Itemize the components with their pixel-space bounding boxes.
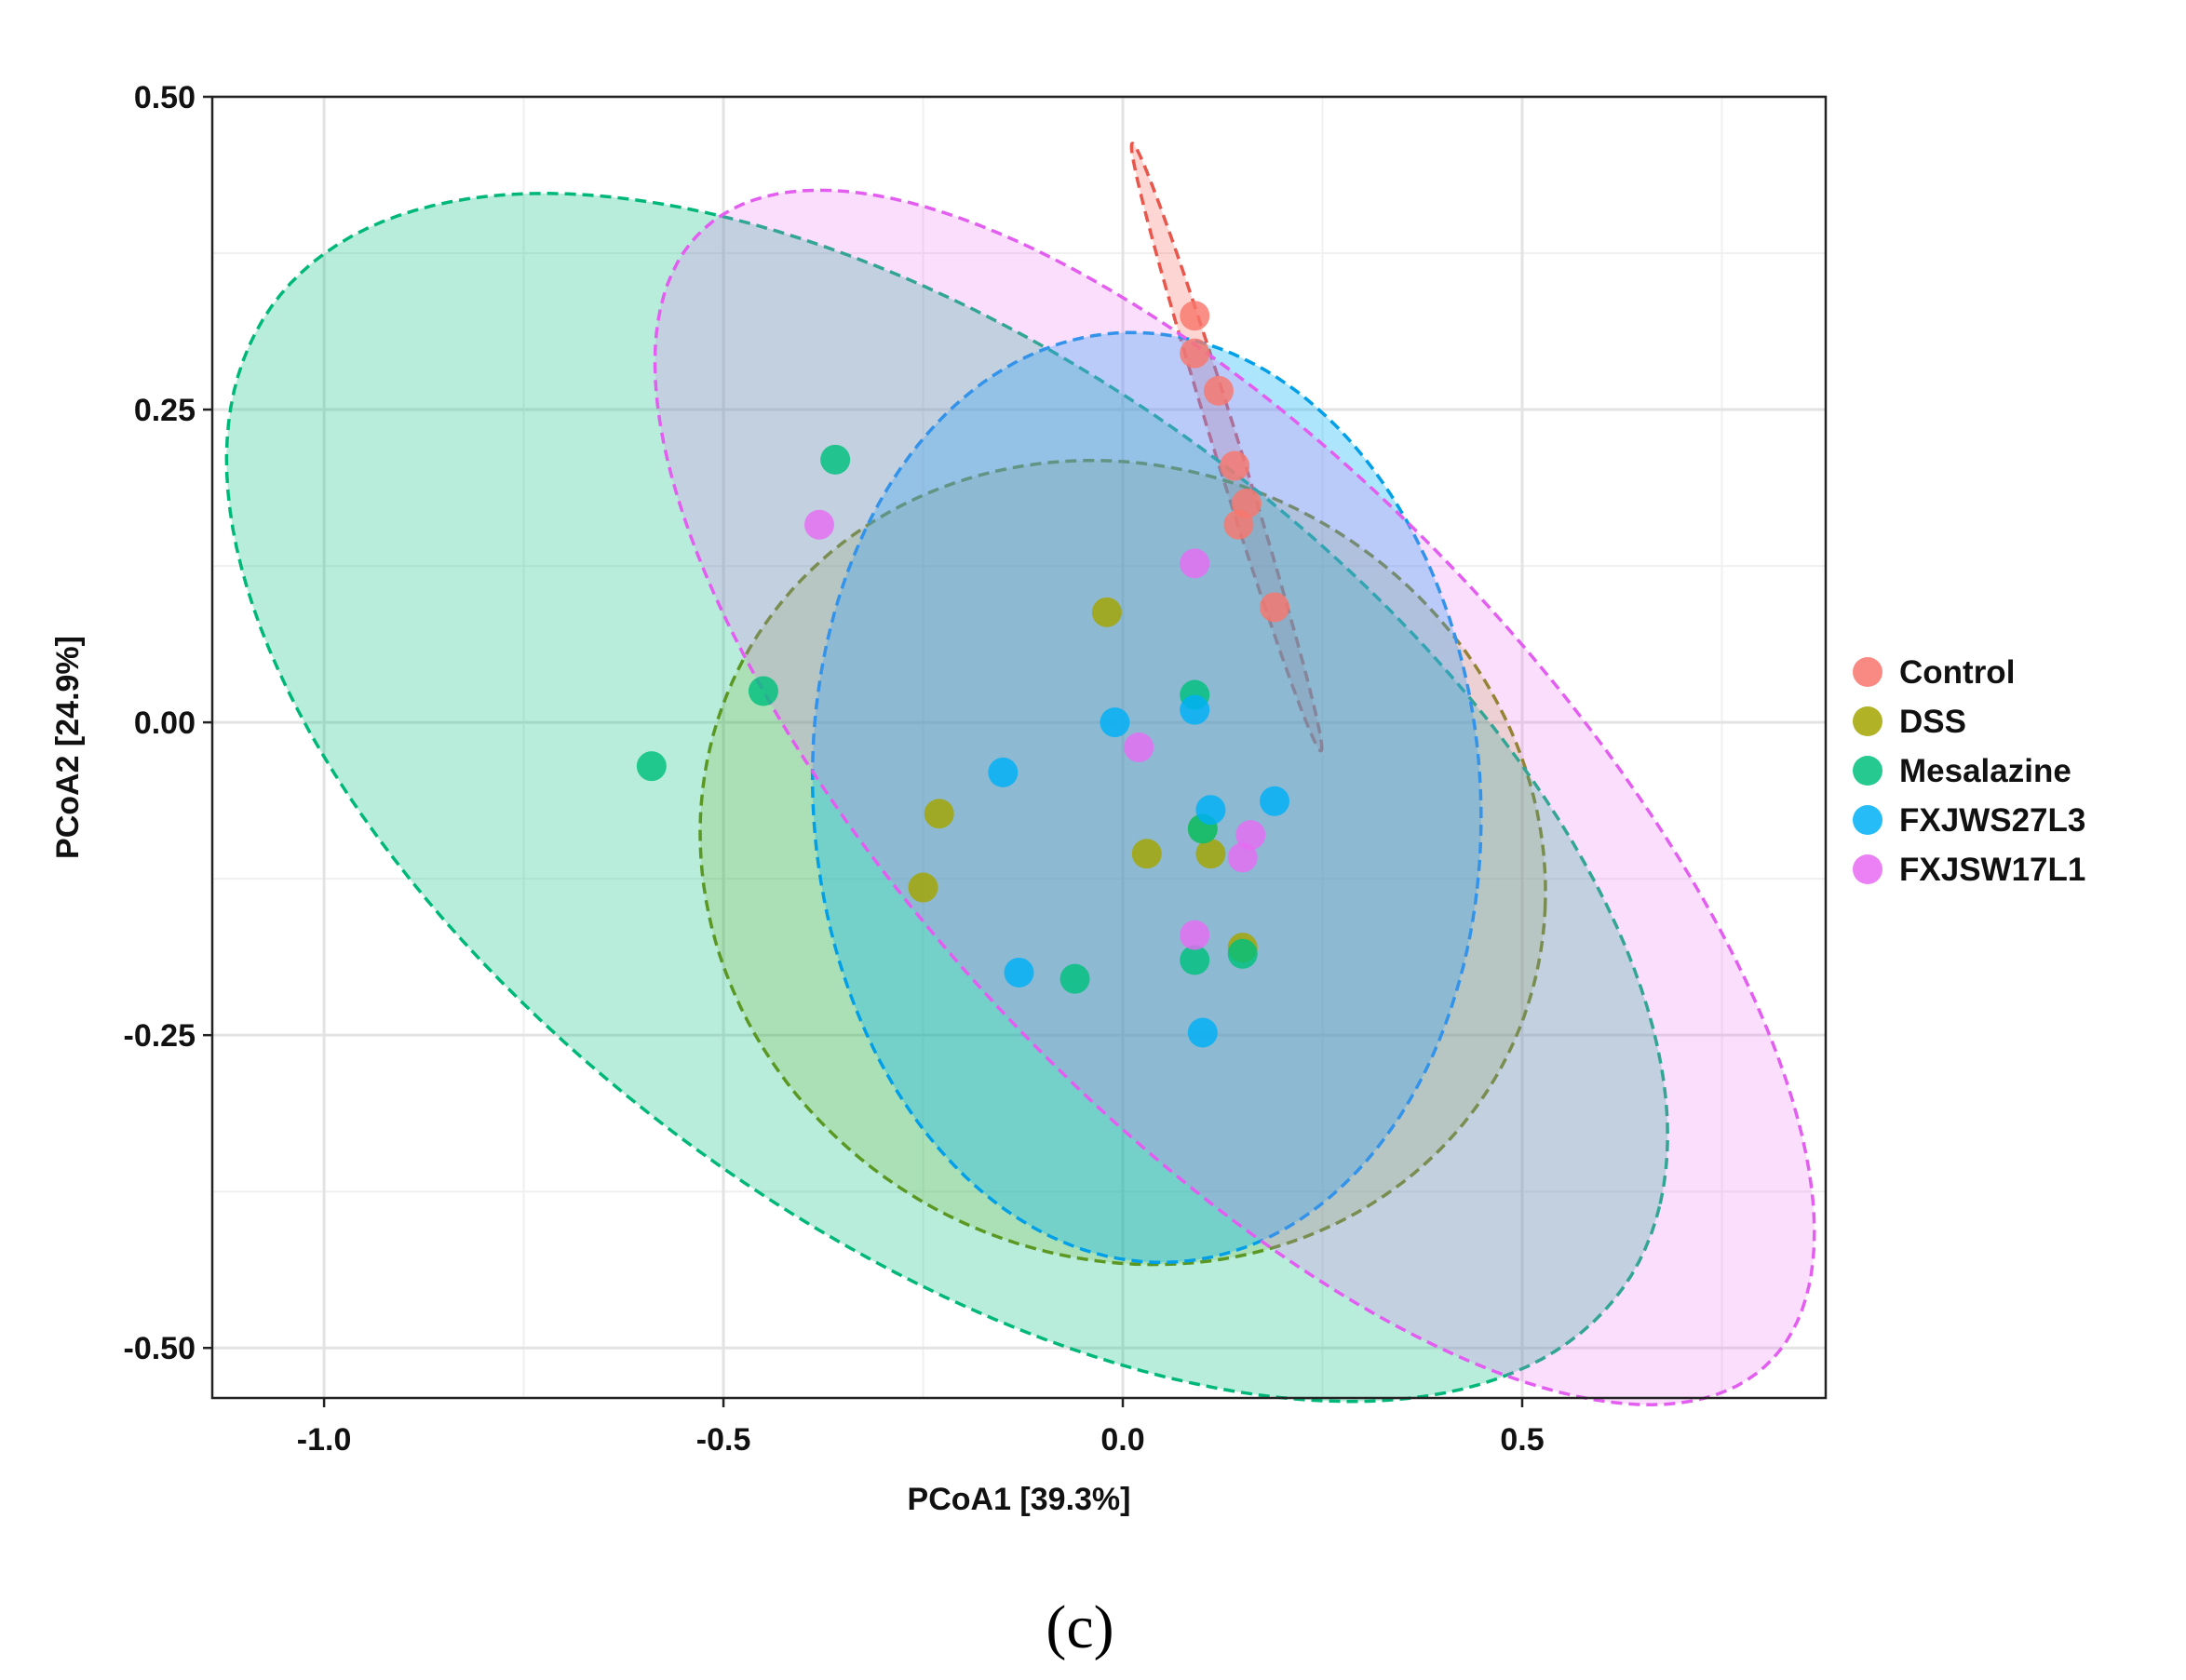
legend-key-dss: [1853, 706, 1882, 736]
ellipse-fxjsw17l1: [653, 188, 1816, 1406]
point-mesalazine: [748, 676, 778, 706]
point-mesalazine: [820, 444, 851, 475]
point-fxjws27l3: [1004, 957, 1034, 988]
axes: -1.0 -0.5 0.0 0.5 -0.50 -0.25 0.00 0.25 0.50: [124, 80, 1545, 1458]
point-control: [1180, 338, 1210, 369]
point-fxjsw17l1: [1180, 548, 1210, 579]
ellipse-mesalazine: [224, 192, 1669, 1404]
point-control: [1220, 450, 1250, 481]
x-tick-label: 0.0: [1100, 1422, 1144, 1458]
y-tick-label: 0.50: [134, 80, 196, 115]
legend-label-dss: DSS: [1899, 704, 1966, 740]
point-mesalazine: [1227, 938, 1258, 969]
point-dss: [1091, 597, 1122, 627]
point-control: [1223, 509, 1254, 540]
point-fxjsw17l1: [804, 509, 835, 540]
point-fxjsw17l1: [1180, 920, 1210, 950]
point-fxjws27l3: [1100, 707, 1130, 738]
point-mesalazine: [1059, 963, 1090, 994]
point-mesalazine: [636, 751, 667, 782]
confidence-ellipses: [224, 141, 1816, 1406]
point-fxjws27l3: [1180, 694, 1210, 725]
point-dss: [1195, 839, 1226, 869]
point-control: [1260, 592, 1290, 623]
y-axis-title: PCoA2 [24.9%]: [50, 636, 86, 859]
legend-label-control: Control: [1899, 654, 2015, 691]
point-fxjws27l3: [1260, 786, 1290, 816]
point-fxjws27l3: [988, 757, 1019, 787]
legend-key-fxjsw17l1: [1853, 854, 1882, 884]
legend-key-control: [1853, 657, 1882, 687]
point-fxjsw17l1: [1235, 820, 1266, 851]
point-fxjsw17l1: [1227, 842, 1258, 873]
y-tick-label: -0.25: [124, 1018, 196, 1054]
x-tick-label: -0.5: [696, 1422, 751, 1458]
figure-caption: (c): [1046, 1593, 1113, 1661]
ellipse-dss: [698, 458, 1547, 1267]
legend-key-mesalazine: [1853, 756, 1882, 786]
point-mesalazine: [1180, 945, 1210, 975]
point-fxjsw17l1: [1124, 732, 1154, 762]
point-dss: [1131, 839, 1162, 869]
point-fxjws27l3: [1187, 1017, 1218, 1048]
x-axis-title: PCoA1 [39.3%]: [908, 1482, 1131, 1517]
y-tick-label: -0.50: [124, 1331, 196, 1366]
plot-frame: [210, 95, 1828, 1400]
x-tick-label: -1.0: [297, 1422, 352, 1458]
legend-label-fxjws27l3: FXJWS27L3: [1899, 802, 2085, 839]
sample-points: [636, 301, 1290, 1048]
y-tick-label: 0.25: [134, 393, 196, 428]
x-tick-label: 0.5: [1500, 1422, 1544, 1458]
point-control: [1180, 301, 1210, 331]
point-fxjws27l3: [1195, 795, 1226, 826]
y-tick-label: 0.00: [134, 706, 196, 741]
legend: Control DSS Mesalazine FXJWS27L3 FXJSW17L1: [1853, 654, 2085, 888]
ellipse-fxjws27l3: [810, 330, 1483, 1265]
legend-label-mesalazine: Mesalazine: [1899, 753, 2071, 789]
legend-key-fxjws27l3: [1853, 805, 1882, 835]
point-dss: [924, 799, 954, 829]
legend-label-fxjsw17l1: FXJSW17L1: [1899, 852, 2085, 888]
point-dss: [908, 872, 938, 903]
point-control: [1203, 375, 1234, 406]
